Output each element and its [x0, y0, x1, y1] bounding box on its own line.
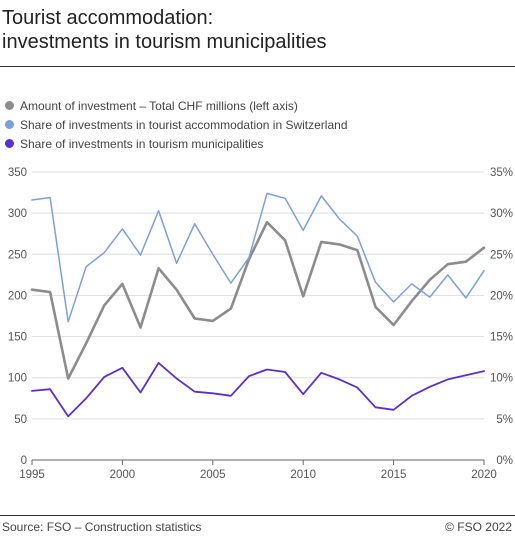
legend-item-share-switzerland[interactable]: Share of investments in tourist accommod… [5, 115, 348, 134]
series-lines [30, 192, 486, 418]
y-left-tick-label: 250 [8, 249, 27, 261]
y-left-tick-label: 300 [8, 208, 27, 220]
y-right-tick-label: 25% [490, 249, 513, 261]
y-left-tick-label: 100 [8, 373, 27, 385]
chart-title: Tourist accommodation: investments in to… [2, 6, 512, 54]
legend-marker-share-switzerland [5, 120, 14, 129]
y-left-tick-label: 200 [8, 290, 27, 302]
y-right-tick-label: 35% [490, 167, 513, 179]
legend: Amount of investment – Total CHF million… [5, 96, 348, 153]
chart-title-line-1: Tourist accommodation: [2, 7, 214, 29]
y-left-tick-label: 350 [8, 167, 27, 179]
legend-item-amount[interactable]: Amount of investment – Total CHF million… [5, 96, 348, 115]
gridlines [32, 171, 484, 461]
x-tick-label: 2010 [290, 469, 316, 481]
y-right-tick-label: 5% [496, 414, 513, 426]
x-tick-label: 2015 [381, 469, 407, 481]
y-right-tick-label: 15% [490, 332, 513, 344]
y-right-tick-label: 10% [490, 373, 513, 385]
legend-marker-amount [5, 101, 14, 110]
series-line-2 [31, 361, 485, 418]
series-line-0 [30, 220, 486, 380]
y-right-tick-label: 30% [490, 208, 513, 220]
y-left-tick-label: 50 [14, 414, 27, 426]
legend-label-share-switzerland: Share of investments in tourist accommod… [20, 117, 348, 132]
line-chart: 0 50 100 150 200 250 300 350 0% 5% 10% 15% 20% 25% 30%… [8, 167, 513, 481]
legend-item-share-municipalities[interactable]: Share of investments in tourism municipa… [5, 134, 348, 153]
x-tick-label: 1995 [19, 469, 45, 481]
legend-label-share-municipalities: Share of investments in tourism municipa… [20, 136, 264, 151]
x-tick-label: 2005 [200, 469, 226, 481]
series-line-1 [31, 192, 485, 323]
y-left-tick-label: 0 [21, 455, 27, 467]
y-right-tick-label: 0% [496, 455, 513, 467]
y-left-tick-label: 150 [8, 332, 27, 344]
legend-label-amount: Amount of investment – Total CHF million… [20, 98, 298, 113]
axes: 0 50 100 150 200 250 300 350 0% 5% 10% 15% 20% 25% 30%… [8, 167, 513, 481]
x-tick-label: 2000 [110, 469, 136, 481]
chart-title-line-2: investments in tourism municipalities [2, 31, 327, 53]
y-right-tick-label: 20% [490, 290, 513, 302]
copyright-note: © FSO 2022 [445, 520, 512, 534]
x-tick-label: 2020 [471, 469, 497, 481]
title-divider [0, 66, 515, 67]
legend-marker-share-municipalities [5, 139, 14, 148]
footer-divider [0, 515, 515, 516]
source-note: Source: FSO – Construction statistics [2, 520, 202, 534]
